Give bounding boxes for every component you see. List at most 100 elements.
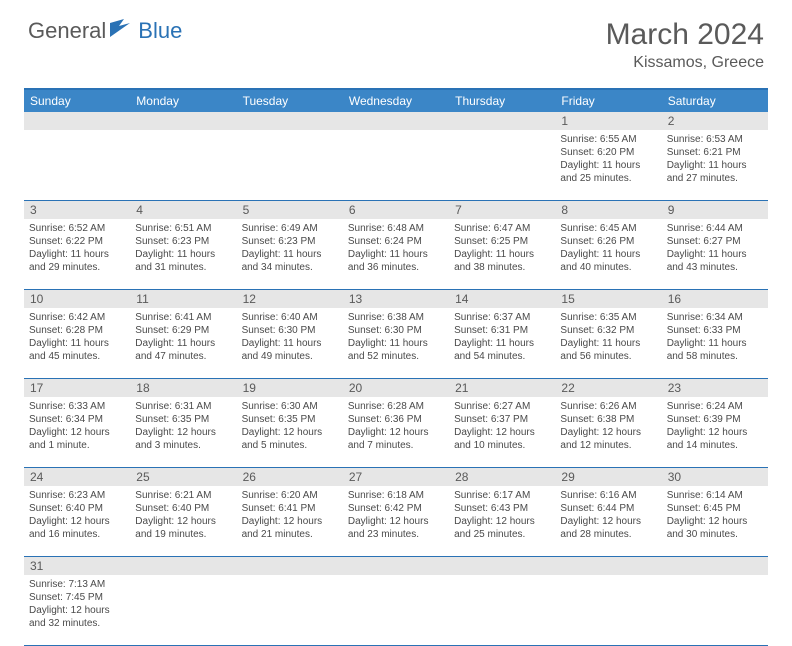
sunset-text: Sunset: 6:31 PM (454, 324, 550, 337)
day-cell: Sunrise: 6:30 AMSunset: 6:35 PMDaylight:… (237, 397, 343, 467)
day-number: 17 (24, 379, 130, 397)
day-cell: Sunrise: 6:42 AMSunset: 6:28 PMDaylight:… (24, 308, 130, 378)
daylight-text: Daylight: 11 hours and 47 minutes. (135, 337, 231, 363)
day-cell (555, 575, 661, 645)
sunrise-text: Sunrise: 6:42 AM (29, 311, 125, 324)
day-number: 21 (449, 379, 555, 397)
day-number (662, 557, 768, 575)
week-row: Sunrise: 6:55 AMSunset: 6:20 PMDaylight:… (24, 130, 768, 201)
day-number-row: 10111213141516 (24, 290, 768, 308)
day-cell: Sunrise: 6:41 AMSunset: 6:29 PMDaylight:… (130, 308, 236, 378)
daylight-text: Daylight: 11 hours and 54 minutes. (454, 337, 550, 363)
day-number: 22 (555, 379, 661, 397)
sunrise-text: Sunrise: 6:28 AM (348, 400, 444, 413)
sunrise-text: Sunrise: 6:47 AM (454, 222, 550, 235)
sunrise-text: Sunrise: 6:24 AM (667, 400, 763, 413)
sunset-text: Sunset: 6:20 PM (560, 146, 656, 159)
sunrise-text: Sunrise: 6:53 AM (667, 133, 763, 146)
sunrise-text: Sunrise: 6:31 AM (135, 400, 231, 413)
sunrise-text: Sunrise: 6:52 AM (29, 222, 125, 235)
daylight-text: Daylight: 11 hours and 25 minutes. (560, 159, 656, 185)
logo: General Blue (28, 18, 182, 44)
daylight-text: Daylight: 12 hours and 30 minutes. (667, 515, 763, 541)
week-row: Sunrise: 6:23 AM Sunset: 6:40 PM Daylight:… (24, 486, 768, 557)
weekday-header-row: SundayMondayTuesdayWednesdayThursdayFrid… (24, 90, 768, 112)
day-cell (343, 130, 449, 200)
sunset-text: Sunset: 6:26 PM (560, 235, 656, 248)
day-cell: Sunrise: 6:24 AMSunset: 6:39 PMDaylight:… (662, 397, 768, 467)
week-row: Sunrise: 6:33 AMSunset: 6:34 PMDaylight:… (24, 397, 768, 468)
day-cell: Sunrise: 6:45 AMSunset: 6:26 PMDaylight:… (555, 219, 661, 289)
sunrise-text: Sunrise: 6:40 AM (242, 311, 338, 324)
day-number: 31 (24, 557, 130, 575)
daylight-text: Daylight: 12 hours and 32 minutes. (29, 604, 125, 630)
day-cell (237, 575, 343, 645)
day-number-row: 17181920212223 (24, 379, 768, 397)
sunset-text: Sunset: 6:30 PM (242, 324, 338, 337)
day-number (130, 557, 236, 575)
day-cell: Sunrise: 6:53 AMSunset: 6:21 PMDaylight:… (662, 130, 768, 200)
sunrise-text: Sunrise: 6:51 AM (135, 222, 231, 235)
day-cell (24, 130, 130, 200)
day-cell (449, 575, 555, 645)
sunrise-text: Sunrise: 6:35 AM (560, 311, 656, 324)
sunset-text: Sunset: 6:36 PM (348, 413, 444, 426)
day-cell: Sunrise: 6:44 AMSunset: 6:27 PMDaylight:… (662, 219, 768, 289)
month-title: March 2024 (606, 18, 764, 52)
daylight-text: Daylight: 12 hours and 25 minutes. (454, 515, 550, 541)
sunrise-text: Sunrise: 6:17 AM (454, 489, 550, 502)
day-cell: Sunrise: 6:20 AMSunset: 6:41 PMDaylight:… (237, 486, 343, 556)
sunset-text: Sunset: 6:24 PM (348, 235, 444, 248)
day-number: 1 (555, 112, 661, 130)
sunset-text: Sunset: 6:41 PM (242, 502, 338, 515)
day-number (449, 557, 555, 575)
day-cell (237, 130, 343, 200)
sunrise-text: Sunrise: 6:23 AM (29, 489, 125, 502)
daylight-text: Daylight: 11 hours and 36 minutes. (348, 248, 444, 274)
sunset-text: Sunset: 6:30 PM (348, 324, 444, 337)
day-number: 26 (237, 468, 343, 486)
sunset-text: Sunset: 6:23 PM (242, 235, 338, 248)
day-cell: Sunrise: 6:18 AMSunset: 6:42 PMDaylight:… (343, 486, 449, 556)
day-number: 12 (237, 290, 343, 308)
daylight-text: Daylight: 12 hours and 12 minutes. (560, 426, 656, 452)
day-cell: Sunrise: 6:49 AMSunset: 6:23 PMDaylight:… (237, 219, 343, 289)
daylight-text: Daylight: 11 hours and 31 minutes. (135, 248, 231, 274)
day-number: 28 (449, 468, 555, 486)
day-cell: Sunrise: 6:17 AMSunset: 6:43 PMDaylight:… (449, 486, 555, 556)
sunset-text: Sunset: 6:40 PM (135, 502, 231, 515)
daylight-text: Daylight: 11 hours and 43 minutes. (667, 248, 763, 274)
sunrise-text: Sunrise: 6:21 AM (135, 489, 231, 502)
sunset-text: Sunset: 6:38 PM (560, 413, 656, 426)
daylight-text: Daylight: 12 hours and 10 minutes. (454, 426, 550, 452)
sunset-text: Sunset: 6:44 PM (560, 502, 656, 515)
weekday-header: Sunday (24, 90, 130, 112)
daylight-text: Daylight: 12 hours and 21 minutes. (242, 515, 338, 541)
daylight-text: Daylight: 12 hours and 5 minutes. (242, 426, 338, 452)
sunset-text: Sunset: 6:32 PM (560, 324, 656, 337)
daylight-text: Daylight: 12 hours and 3 minutes. (135, 426, 231, 452)
flag-icon (110, 19, 136, 44)
day-number: 19 (237, 379, 343, 397)
sunrise-text: Sunrise: 6:26 AM (560, 400, 656, 413)
sunset-text: Sunset: 6:27 PM (667, 235, 763, 248)
day-cell: Sunrise: 6:51 AMSunset: 6:23 PMDaylight:… (130, 219, 236, 289)
daylight-text: Daylight: 12 hours and 23 minutes. (348, 515, 444, 541)
day-cell (130, 130, 236, 200)
sunrise-text: Sunrise: 6:44 AM (667, 222, 763, 235)
sunrise-text: Sunrise: 6:34 AM (667, 311, 763, 324)
day-number (237, 557, 343, 575)
day-number (24, 112, 130, 130)
sunset-text: Sunset: 7:45 PM (29, 591, 125, 604)
day-cell (662, 575, 768, 645)
weekday-header: Monday (130, 90, 236, 112)
day-cell: Sunrise: 6:55 AMSunset: 6:20 PMDaylight:… (555, 130, 661, 200)
sunrise-text: Sunrise: 6:18 AM (348, 489, 444, 502)
daylight-text: Daylight: 12 hours and 1 minute. (29, 426, 125, 452)
sunrise-text: Sunrise: 6:49 AM (242, 222, 338, 235)
sunset-text: Sunset: 6:21 PM (667, 146, 763, 159)
day-cell (343, 575, 449, 645)
sunset-text: Sunset: 6:23 PM (135, 235, 231, 248)
logo-text-blue: Blue (138, 18, 182, 44)
daylight-text: Daylight: 11 hours and 49 minutes. (242, 337, 338, 363)
